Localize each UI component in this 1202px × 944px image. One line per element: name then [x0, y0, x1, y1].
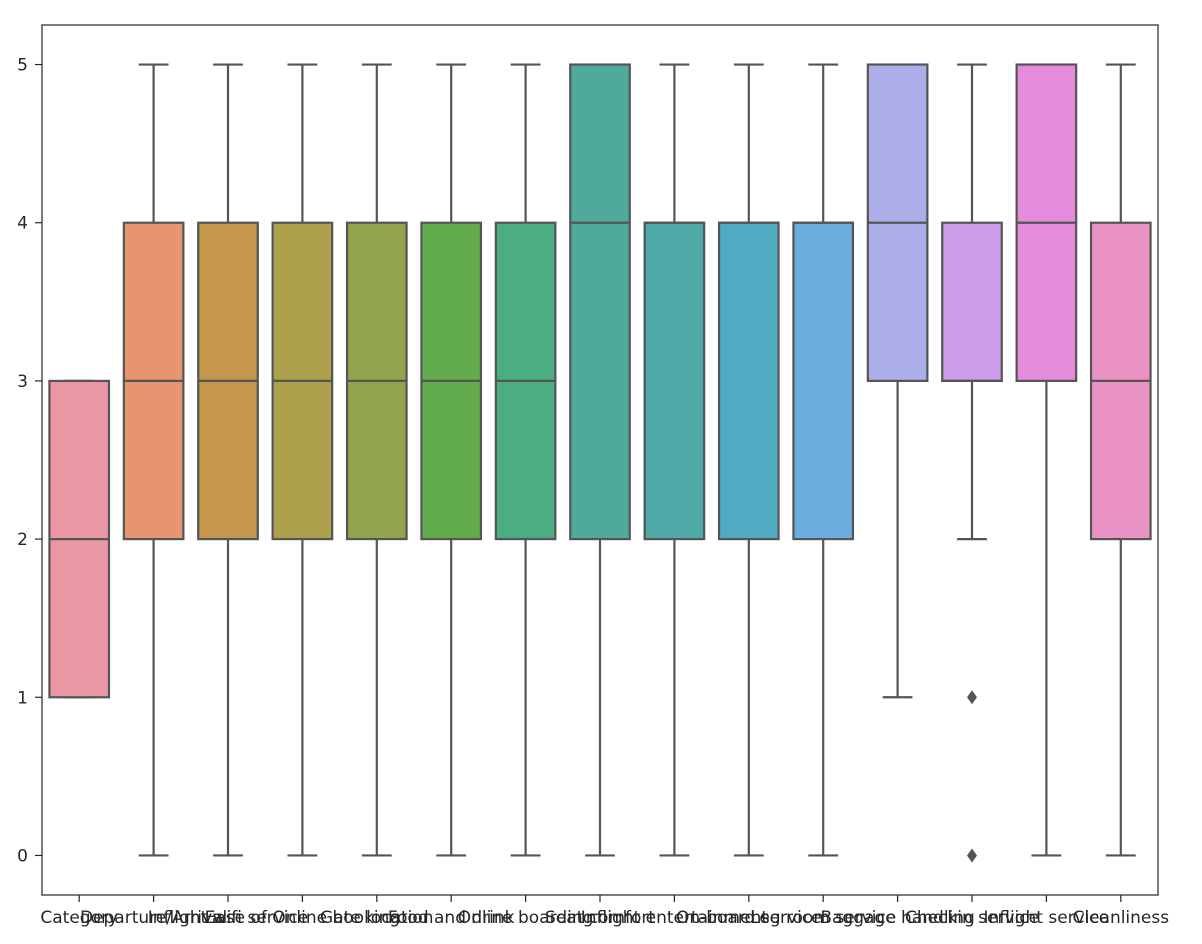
box-body [792, 221, 855, 541]
box-15 [1089, 63, 1152, 857]
box-1 [48, 379, 111, 699]
y-axis: 0 1 2 3 4 5 [17, 56, 42, 866]
box-10 [717, 63, 780, 857]
x-tick-label: Cleanliness [1072, 908, 1169, 928]
x-tick-label: Gate location [320, 908, 434, 928]
box-body [643, 221, 706, 541]
y-tick-label: 1 [17, 688, 28, 708]
x-tick-label: Online boarding [458, 908, 594, 928]
x-tick-label: Ease of Online booking [205, 908, 401, 928]
box-body [569, 63, 631, 541]
box-8 [569, 63, 631, 857]
x-tick-label: Inflight service [984, 908, 1110, 928]
x-tick-label: Inflight entertainment [581, 908, 769, 928]
x-tick-label: On-board service [676, 908, 822, 928]
box-12 [866, 63, 929, 699]
y-tick-label: 2 [17, 530, 28, 550]
x-tick-label: Food and drink [388, 908, 515, 928]
y-tick-label: 0 [17, 846, 28, 866]
box-3 [197, 63, 259, 857]
box-body [717, 221, 780, 541]
x-tick-label: Departure/Arrival [80, 908, 227, 928]
box-5 [345, 63, 408, 857]
x-tick-label: Seat comfort [545, 908, 655, 928]
outlier-point [967, 848, 977, 863]
box-14 [1015, 63, 1078, 857]
outlier-point [967, 690, 977, 705]
box-2 [122, 63, 185, 857]
x-tick-label: Baggage handling [820, 908, 975, 928]
box-6 [420, 63, 483, 857]
x-tick-label: Checkin service [905, 908, 1039, 928]
box-4 [271, 63, 334, 857]
x-tick-label: Leg room service [750, 908, 896, 928]
box-body [941, 221, 1003, 383]
box-13 [941, 63, 1003, 863]
boxes-layer [48, 63, 1152, 863]
box-9 [643, 63, 706, 857]
x-tick-label: Inflight wifi service [148, 908, 309, 928]
y-tick-label: 5 [17, 56, 28, 76]
box-7 [494, 63, 557, 857]
box-11 [792, 63, 855, 857]
x-tick-label: Category [40, 908, 118, 928]
y-tick-label: 3 [17, 372, 28, 392]
y-tick-label: 4 [17, 214, 28, 234]
